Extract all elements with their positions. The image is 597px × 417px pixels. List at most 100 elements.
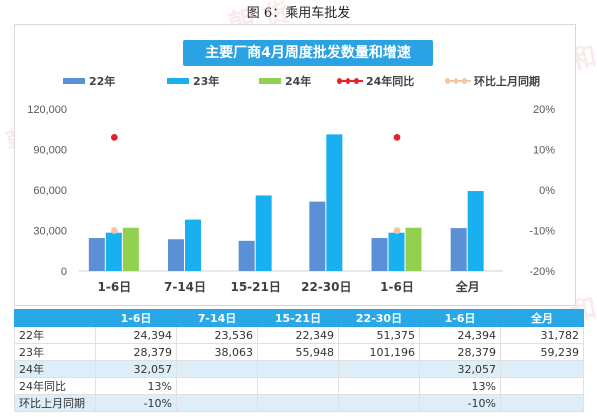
legend-label-mom: 环比上月同期 (474, 75, 540, 88)
legend-item-23: 23年 (167, 73, 219, 89)
y-left-tick-label: 60,000 (33, 185, 67, 197)
table-cell (338, 360, 420, 378)
x-tick-label: 15-21日 (230, 280, 280, 294)
bar-23年-1 (185, 219, 201, 271)
table-row: 24年 32,057 32,057 (14, 360, 584, 378)
bar-23年-5 (467, 191, 484, 271)
x-tick-label: 1-6日 (380, 280, 414, 294)
bar-22年-3 (309, 201, 326, 271)
legend-item-yoy: 24年同比 (337, 73, 414, 89)
table-cell (338, 377, 420, 395)
table-header-cell: 22-30日 (338, 309, 420, 327)
marker-24年同比-0 (110, 133, 118, 141)
legend-swatch-23 (167, 78, 189, 84)
figure-caption: 图 6：乘用车批发 (246, 6, 351, 21)
bar-24年-4 (405, 227, 422, 271)
legend-label-yoy: 24年同比 (366, 75, 415, 88)
table-cell: 28,379 (95, 343, 177, 361)
chart-title: 主要厂商4月周度批发数量和增速 (183, 40, 433, 66)
legend-swatch-24 (259, 78, 281, 84)
y-left-tick-label: 30,000 (33, 226, 67, 238)
table-cell: 28,379 (419, 343, 501, 361)
table-cell: 32,057 (419, 360, 501, 378)
table-row: 23年 28,379 38,063 55,948 101,196 28,379 … (14, 343, 584, 361)
legend-item-24: 24年 (259, 73, 311, 89)
table-row-label: 24年 (14, 360, 96, 378)
table-cell: 24,394 (95, 326, 177, 344)
data-table: 1-6日 7-14日 15-21日 22-30日 1-6日 全月 22年 24,… (14, 309, 584, 412)
table-row: 22年 24,394 23,536 22,349 51,375 24,394 3… (14, 326, 584, 344)
table-cell (500, 377, 584, 395)
y-right-tick-label: 10% (533, 145, 555, 157)
legend-label-23: 23年 (193, 75, 220, 88)
bar-23年-2 (255, 195, 272, 271)
table-cell (500, 394, 584, 412)
y-left-tick-label: 0 (61, 266, 67, 278)
table-cell (257, 377, 339, 395)
table-header-cell (14, 309, 96, 327)
table-cell: 23,536 (176, 326, 258, 344)
x-tick-label: 7-14日 (164, 280, 206, 294)
table-cell: 59,239 (500, 343, 584, 361)
table-cell: 51,375 (338, 326, 420, 344)
table-cell: -10% (419, 394, 501, 412)
table-cell (500, 360, 584, 378)
table-row-label: 23年 (14, 343, 96, 361)
bar-22年-5 (450, 228, 467, 271)
bar-22年-2 (238, 240, 255, 271)
table-row: 24年同比 13% 13% (14, 377, 584, 395)
legend-swatch-22 (63, 78, 85, 84)
legend-item-mom: 环比上月同期 (445, 73, 540, 89)
table-cell (338, 394, 420, 412)
chart-plot: 0 30,000 60,000 90,000 120,000 -20% -10% 0% 10% 2… (27, 104, 555, 294)
chart-legend: 22年 23年 24年 24年同比 环比上月同期 (63, 73, 563, 89)
y-right-tick-label: 20% (533, 104, 555, 116)
table-header-cell: 7-14日 (176, 309, 258, 327)
y-right-tick-label: -10% (529, 226, 555, 238)
table-row-label: 22年 (14, 326, 96, 344)
table-cell: 13% (419, 377, 501, 395)
marker-环比上月同期-0 (110, 227, 118, 234)
legend-label-24: 24年 (285, 75, 312, 88)
table-header-row: 1-6日 7-14日 15-21日 22-30日 1-6日 全月 (14, 309, 584, 327)
table-cell: 31,782 (500, 326, 584, 344)
y-right-tick-label: -20% (529, 266, 555, 278)
bar-22年-4 (371, 238, 388, 271)
table-cell (257, 394, 339, 412)
table-header-cell: 15-21日 (257, 309, 339, 327)
y-right-tick-label: 0% (539, 185, 555, 197)
bar-22年-0 (88, 238, 105, 271)
table-cell: 22,349 (257, 326, 339, 344)
table-row: 环比上月同期 -10% -10% (14, 394, 584, 412)
table-row-label: 24年同比 (14, 377, 96, 395)
bar-23年-3 (326, 134, 343, 271)
y-left-tick-label: 120,000 (27, 104, 67, 116)
table-cell: 55,948 (257, 343, 339, 361)
table-header-cell: 全月 (500, 309, 584, 327)
legend-marker-yoy (337, 78, 363, 84)
marker-环比上月同期-4 (393, 227, 401, 234)
table-cell (176, 394, 258, 412)
marker-24年同比-4 (393, 133, 401, 141)
table-cell (257, 360, 339, 378)
legend-label-22: 22年 (89, 75, 116, 88)
legend-item-22: 22年 (63, 73, 115, 89)
table-header-cell: 1-6日 (419, 309, 501, 327)
y-left-tick-label: 90,000 (33, 145, 67, 157)
x-tick-label: 22-30日 (301, 280, 351, 294)
table-row-label: 环比上月同期 (14, 394, 96, 412)
chart-frame: 主要厂商4月周度批发数量和增速 22年 23年 24年 24年同比 环比上月同期… (14, 24, 576, 306)
table-cell: 13% (95, 377, 177, 395)
bar-24年-0 (122, 227, 139, 271)
bar-23年-0 (105, 232, 122, 271)
table-cell (176, 377, 258, 395)
table-cell: 24,394 (419, 326, 501, 344)
table-header-cell: 1-6日 (95, 309, 177, 327)
table-cell: 101,196 (338, 343, 420, 361)
x-tick-label: 全月 (455, 279, 480, 294)
table-cell (176, 360, 258, 378)
bar-23年-4 (388, 232, 405, 271)
legend-marker-mom (445, 78, 471, 84)
x-tick-label: 1-6日 (97, 280, 131, 294)
bar-22年-1 (168, 239, 184, 271)
